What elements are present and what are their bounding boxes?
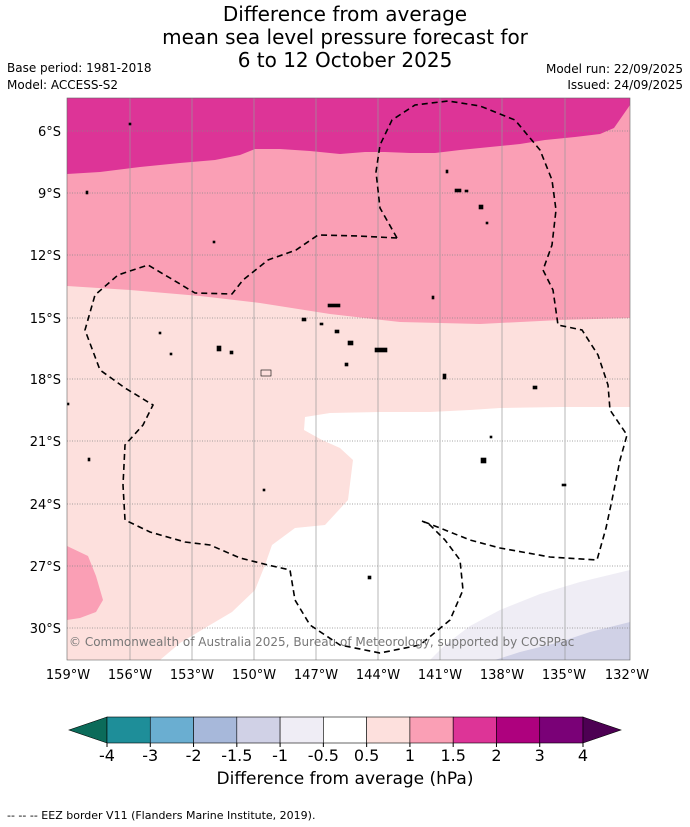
lon-label: 147°W bbox=[294, 668, 338, 683]
island-mark bbox=[229, 350, 234, 355]
colorbar-segment bbox=[452, 716, 497, 744]
island-mark bbox=[464, 189, 469, 193]
lon-label: 135°W bbox=[542, 668, 586, 683]
colorbar-extend-under bbox=[68, 716, 108, 744]
colorbar-segment bbox=[106, 716, 151, 744]
island-mark bbox=[344, 362, 349, 367]
colorbar-segment bbox=[279, 716, 324, 744]
island-mark bbox=[212, 240, 216, 244]
lon-label: 132°W bbox=[605, 668, 649, 683]
lat-label: 27°S bbox=[30, 560, 61, 575]
colorbar-tick-label: -1 bbox=[272, 746, 288, 765]
eez-border bbox=[84, 100, 628, 654]
island-mark bbox=[334, 329, 340, 334]
colorbar-segments bbox=[106, 716, 584, 744]
lat-label: 24°S bbox=[30, 498, 61, 513]
eez-legend: -- -- -- EEZ border V11 (Flanders Marine… bbox=[7, 809, 316, 822]
title-line-3: 6 to 12 October 2025 bbox=[237, 48, 453, 72]
map-area: © Commonwealth of Australia 2025, Bureau… bbox=[67, 98, 630, 660]
title-line-2: mean sea level pressure forecast for bbox=[162, 25, 528, 49]
island-marks bbox=[67, 122, 567, 580]
colorbar-tick-label: -2 bbox=[186, 746, 202, 765]
colorbar-tick-label: -0.5 bbox=[308, 746, 339, 765]
island-mark bbox=[454, 188, 462, 193]
colorbar-tick-label: 0.5 bbox=[354, 746, 379, 765]
colorbar-tick-label: -3 bbox=[142, 746, 158, 765]
meridians bbox=[129, 98, 566, 660]
latitude-labels: 6°S 9°S 12°S 15°S 18°S 21°S 24°S 27°S 30… bbox=[30, 125, 61, 637]
colorbar-label: Difference from average (hPa) bbox=[216, 769, 474, 789]
map-frame bbox=[66, 97, 631, 661]
island-mark bbox=[374, 347, 388, 353]
colorbar-segment bbox=[366, 716, 411, 744]
island-mark bbox=[85, 190, 89, 195]
colorbar-tick-label: -1.5 bbox=[221, 746, 252, 765]
lon-label: 153°W bbox=[170, 668, 214, 683]
colorbar-tick-label: 3 bbox=[535, 746, 545, 765]
lat-label: 6°S bbox=[38, 125, 61, 140]
island-mark bbox=[347, 340, 354, 346]
island-mark bbox=[67, 402, 70, 406]
base-period: Base period: 1981-2018 bbox=[7, 61, 152, 75]
island-mark bbox=[301, 317, 307, 322]
island-mark bbox=[169, 352, 173, 356]
island-mark bbox=[216, 345, 222, 352]
colorbar-tick-label: 2 bbox=[491, 746, 501, 765]
copyright-notice: © Commonwealth of Australia 2025, Bureau… bbox=[69, 635, 574, 649]
lat-label: 30°S bbox=[30, 622, 61, 637]
colorbar-tick-label: 1.5 bbox=[440, 746, 465, 765]
island-mark bbox=[262, 488, 266, 492]
anomaly-fill-neutral bbox=[160, 407, 630, 660]
anomaly-fill-blob-sw bbox=[67, 546, 103, 620]
island-mark bbox=[485, 221, 489, 225]
colorbar-segment bbox=[539, 716, 584, 744]
colorbar-segment bbox=[323, 716, 367, 744]
colorbar-segment bbox=[193, 716, 238, 744]
colorbar-ticks: -4 -3 -2 -1.5 -1 -0.5 0.5 1 1.5 2 3 4 bbox=[99, 743, 588, 765]
island-mark bbox=[327, 303, 341, 308]
island-mark bbox=[478, 204, 484, 210]
colorbar: -4 -3 -2 -1.5 -1 -0.5 0.5 1 1.5 2 3 4 bbox=[68, 716, 622, 765]
lat-label: 12°S bbox=[30, 249, 61, 264]
island-mark bbox=[158, 331, 162, 335]
colorbar-segment bbox=[149, 716, 194, 744]
lat-label: 9°S bbox=[38, 187, 61, 202]
island-mark bbox=[367, 575, 372, 580]
island-mark bbox=[445, 169, 449, 174]
lat-label: 15°S bbox=[30, 312, 61, 327]
island-mark bbox=[319, 322, 324, 326]
island-mark bbox=[480, 457, 487, 464]
colorbar-tick-label: 1 bbox=[405, 746, 415, 765]
colorbar-tick-label: 4 bbox=[578, 746, 588, 765]
colorbar-segment bbox=[236, 716, 281, 744]
lon-label: 159°W bbox=[46, 668, 90, 683]
island-mark bbox=[442, 373, 447, 380]
lon-label: 138°W bbox=[480, 668, 524, 683]
island-mark bbox=[87, 457, 91, 462]
lon-label: 156°W bbox=[108, 668, 152, 683]
model-name: Model: ACCESS-S2 bbox=[7, 78, 119, 92]
island-mark bbox=[561, 483, 567, 487]
longitude-labels: 159°W 156°W 153°W 150°W 147°W 144°W 141°… bbox=[46, 668, 649, 683]
title-line-1: Difference from average bbox=[222, 2, 468, 26]
island-mark bbox=[128, 122, 132, 126]
island-mark bbox=[532, 385, 538, 390]
model-run: Model run: 22/09/2025 bbox=[545, 62, 683, 76]
island-mark bbox=[431, 295, 435, 300]
colorbar-tick-label: -4 bbox=[99, 746, 115, 765]
issued-date: Issued: 24/09/2025 bbox=[567, 78, 683, 92]
lon-label: 141°W bbox=[418, 668, 462, 683]
lon-label: 144°W bbox=[356, 668, 400, 683]
island-mark bbox=[260, 369, 272, 377]
colorbar-segment bbox=[409, 716, 454, 744]
colorbar-extend-over bbox=[582, 716, 622, 744]
anomaly-fill-minus-1 bbox=[495, 622, 630, 660]
anomaly-fill-1.5-2 bbox=[67, 98, 630, 174]
colorbar-segment bbox=[496, 716, 541, 744]
lat-label: 21°S bbox=[30, 435, 61, 450]
lon-label: 150°W bbox=[232, 668, 276, 683]
lat-label: 18°S bbox=[30, 373, 61, 388]
island-mark bbox=[489, 435, 493, 439]
